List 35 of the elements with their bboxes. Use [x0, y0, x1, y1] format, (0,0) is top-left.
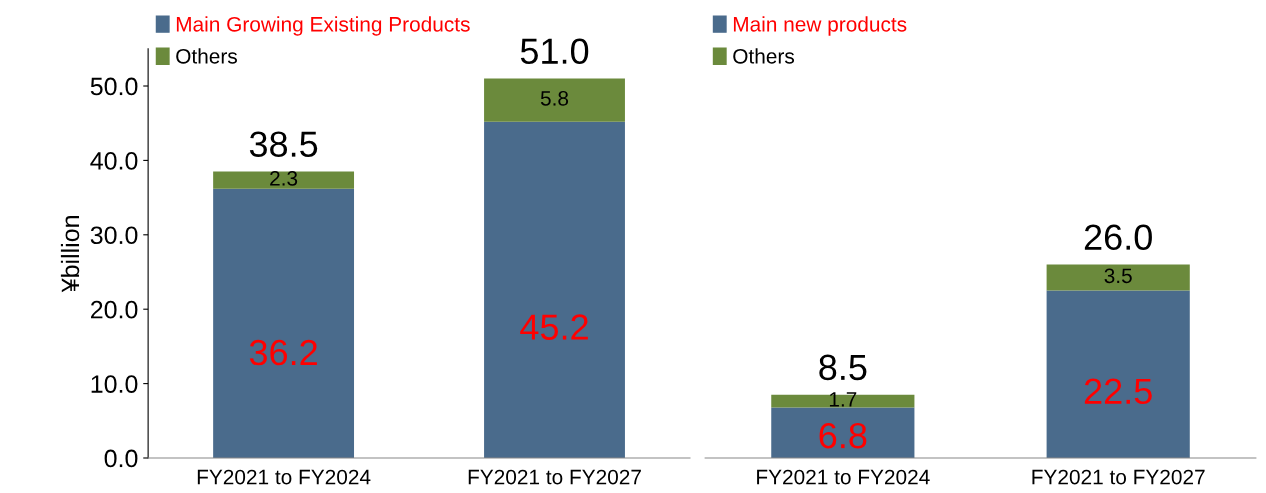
bar [771, 394, 915, 408]
data-label: 3.5 [1104, 268, 1132, 284]
bar [771, 407, 915, 458]
total-label: 38.5 [249, 131, 318, 157]
x-tick-label: FY2021 to FY2024 [197, 469, 371, 485]
y-axis-title: ¥billion [60, 216, 80, 293]
data-label: 36.2 [249, 339, 317, 366]
y-tick-label: 10.0 [91, 375, 138, 393]
y-tick-label: 40.0 [90, 152, 138, 170]
data-label: 5.8 [540, 90, 569, 106]
total-label: 8.5 [819, 354, 867, 381]
x-tick-label: FY2021 to FY2027 [1032, 469, 1205, 485]
legend-label: Others [733, 48, 795, 64]
bar [1046, 290, 1190, 458]
data-label: 1.7 [829, 392, 857, 407]
data-label: 2.3 [270, 170, 298, 186]
total-label: 51.0 [520, 38, 589, 64]
bar [484, 78, 625, 122]
y-tick-label: 50.0 [90, 77, 138, 96]
y-tick-label: 20.0 [91, 300, 138, 319]
legend-label: Main new products [733, 16, 907, 36]
data-label: 6.8 [819, 422, 867, 449]
legend-label: Others [176, 48, 237, 64]
bar [1046, 264, 1190, 291]
y-tick-label: 30.0 [90, 226, 138, 245]
bar [484, 121, 625, 458]
total-label: 26.0 [1084, 224, 1152, 250]
legend-label: Main Growing Existing Products [176, 16, 470, 36]
data-label: 45.2 [520, 314, 588, 340]
x-tick-label: FY2021 to FY2027 [468, 469, 641, 485]
bar [213, 188, 355, 458]
x-tick-label: FY2021 to FY2024 [757, 469, 930, 485]
data-label: 22.5 [1084, 378, 1152, 405]
y-tick-label: 0.0 [104, 449, 138, 468]
bar [213, 171, 355, 189]
